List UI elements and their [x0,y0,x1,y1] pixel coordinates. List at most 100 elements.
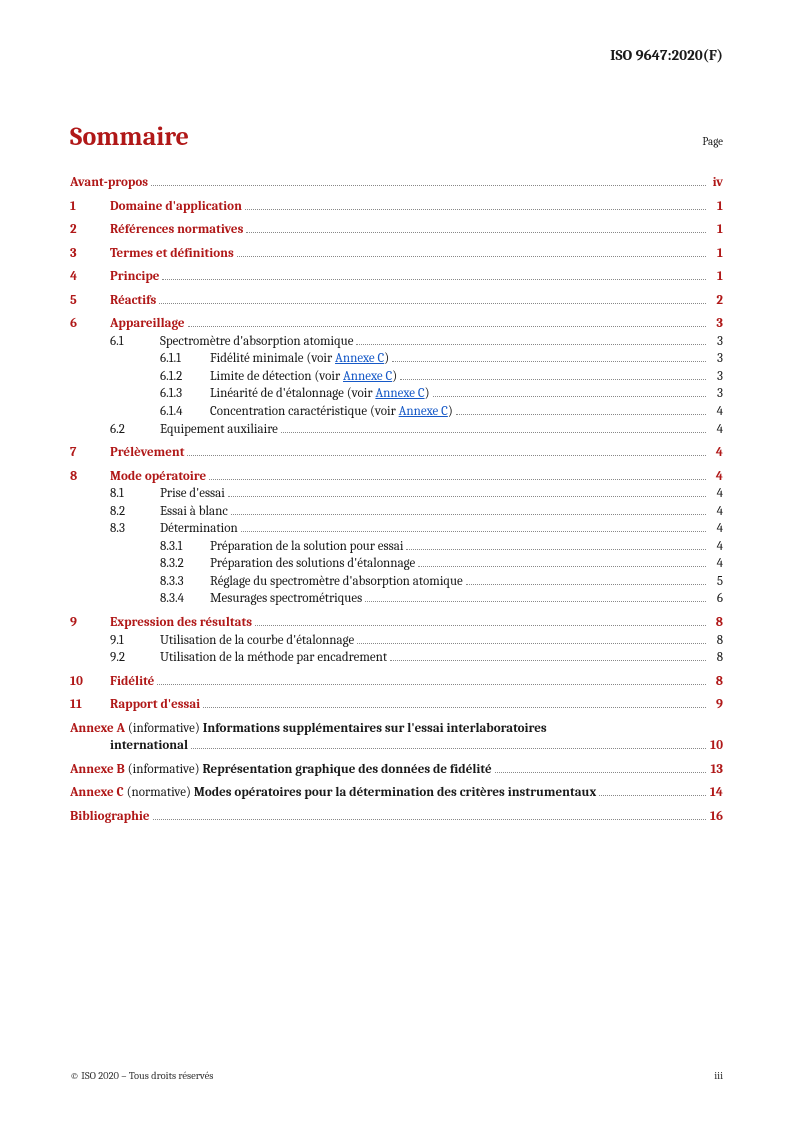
annex-c-link[interactable]: Annexe C [343,369,392,384]
toc-page: 8 [709,649,723,667]
toc-entry-fidelity[interactable]: 10 Fidélité 8 [70,673,723,691]
toc-page: 4 [709,538,723,556]
toc-entry-8-3[interactable]: 8.3 Détermination 4 [70,520,723,538]
toc-entry-6-1-3[interactable]: 6.1.3 Linéarité de d'étalonnage (voir An… [70,385,723,403]
toc-label: Essai à blanc [160,503,228,521]
toc-number: 8.3 [110,520,160,538]
toc-label: Spectromètre d'absorption atomique [160,333,353,351]
toc-page: 8 [709,614,723,632]
toc-entry-sampling[interactable]: 7 Prélèvement 4 [70,444,723,462]
toc-entry-annex-b[interactable]: Annexe B (informative) Représentation gr… [70,761,723,779]
toc-number: 9 [70,614,110,632]
toc-entry-principle[interactable]: 4 Principe 1 [70,268,723,286]
toc-entry-procedure[interactable]: 8 Mode opératoire 4 [70,468,723,486]
leader-dots [188,326,706,327]
toc-entry-annex-a[interactable]: Annexe A (informative) Informations supp… [70,720,723,755]
toc-page: 3 [709,315,723,333]
toc-label: Equipement auxiliaire [160,421,278,439]
toc-entry-9-2[interactable]: 9.2 Utilisation de la méthode par encadr… [70,649,723,667]
annex-c-link[interactable]: Annexe C [335,351,384,366]
toc-entry-reagents[interactable]: 5 Réactifs 2 [70,292,723,310]
toc-entry-6-1-4[interactable]: 6.1.4 Concentration caractéristique (voi… [70,403,723,421]
annex-prefix: Annexe A (informative) Informations supp… [70,720,547,738]
leader-dots [151,185,706,186]
toc-entry-8-2[interactable]: 8.2 Essai à blanc 4 [70,503,723,521]
toc-page: 14 [709,784,723,802]
toc-entry-apparatus[interactable]: 6 Appareillage 3 [70,315,723,333]
annex-c-text: Annexe C (normative) Modes opératoires p… [70,784,596,802]
leader-dots [245,209,706,210]
toc-label: Bibliographie [70,808,150,826]
toc-label: Termes et définitions [110,245,234,263]
toc-label: Linéarité de d'étalonnage (voir Annexe C… [210,385,430,403]
annex-a-prefix: Annexe A [70,721,125,736]
toc-entry-8-1[interactable]: 8.1 Prise d'essai 4 [70,485,723,503]
toc-section-9: 9 Expression des résultats 8 9.1 Utilisa… [70,614,723,667]
toc-entry-6-2[interactable]: 6.2 Equipement auxiliaire 4 [70,421,723,439]
toc-page: 1 [709,198,723,216]
toc-label: Rapport d'essai [110,696,200,714]
toc-label: Concentration caractéristique (voir Anne… [210,403,453,421]
toc-page: 13 [709,761,723,779]
toc-number: 9.2 [110,649,160,667]
leader-dots [159,303,706,304]
toc-label: Mode opératoire [110,468,206,486]
leader-dots [433,396,706,397]
toc-page: 3 [709,333,723,351]
toc-page: 6 [709,590,723,608]
toc-entry-terms[interactable]: 3 Termes et définitions 1 [70,245,723,263]
toc-entry-annex-c[interactable]: Annexe C (normative) Modes opératoires p… [70,784,723,802]
toc-entry-test-report[interactable]: 11 Rapport d'essai 9 [70,696,723,714]
toc-number: 3 [70,245,110,263]
leader-dots [356,344,706,345]
toc-number: 5 [70,292,110,310]
toc-page: 16 [709,808,723,826]
toc-label: Réactifs [110,292,156,310]
toc-entry-8-3-3[interactable]: 8.3.3 Réglage du spectromètre d'absorpti… [70,573,723,591]
leader-dots [241,531,706,532]
toc-entry-normative-refs[interactable]: 2 Références normatives 1 [70,221,723,239]
toc-label: Limite de détection (voir Annexe C) [210,368,397,386]
toc-entry-bibliography[interactable]: Bibliographie 16 [70,808,723,826]
toc-label-post: ) [384,351,389,366]
toc-number: 1 [70,198,110,216]
toc-page: 5 [709,573,723,591]
toc-entry-results[interactable]: 9 Expression des résultats 8 [70,614,723,632]
leader-dots [203,707,706,708]
toc-entry-6-1-1[interactable]: 6.1.1 Fidélité minimale (voir Annexe C) … [70,350,723,368]
leader-dots [157,684,706,685]
leader-dots [187,455,706,456]
toc-entry-6-1-2[interactable]: 6.1.2 Limite de détection (voir Annexe C… [70,368,723,386]
leader-dots [153,819,706,820]
toc-number: 6.1.3 [160,385,210,403]
toc-entry-9-1[interactable]: 9.1 Utilisation de la courbe d'étalonnag… [70,632,723,650]
toc-entry-8-3-1[interactable]: 8.3.1 Préparation de la solution pour es… [70,538,723,556]
leader-dots [246,232,706,233]
leader-dots [209,479,706,480]
page-footer: © ISO 2020 – Tous droits réservés iii [70,1070,723,1082]
leader-dots [237,256,706,257]
leader-dots [255,625,706,626]
toc-number: 8 [70,468,110,486]
toc-page: 2 [709,292,723,310]
annex-a-title-line1: Informations supplémentaires sur l'essai… [203,721,547,736]
annex-a-title-line2: international [110,737,188,755]
toc-page: 8 [709,632,723,650]
toc-entry-foreword[interactable]: Avant-propos iv [70,174,723,192]
toc-entry-scope[interactable]: 1 Domaine d'application 1 [70,198,723,216]
annex-c-link[interactable]: Annexe C [375,386,424,401]
toc-label: Prise d'essai [160,485,225,503]
toc-page: 4 [709,421,723,439]
toc-entry-8-3-4[interactable]: 8.3.4 Mesurages spectrométriques 6 [70,590,723,608]
toc-page: 8 [709,673,723,691]
toc-page: 4 [709,503,723,521]
footer-copyright: © ISO 2020 – Tous droits réservés [70,1070,213,1082]
annex-c-link[interactable]: Annexe C [399,404,448,419]
annex-c-prefix: Annexe C [70,785,124,800]
toc-entry-6-1[interactable]: 6.1 Spectromètre d'absorption atomique 3 [70,333,723,351]
toc-entry-8-3-2[interactable]: 8.3.2 Préparation des solutions d'étalon… [70,555,723,573]
toc-section-6: 6 Appareillage 3 6.1 Spectromètre d'abso… [70,315,723,438]
toc-number: 6.1.4 [160,403,210,421]
toc-page: 1 [709,268,723,286]
toc-number: 2 [70,221,110,239]
